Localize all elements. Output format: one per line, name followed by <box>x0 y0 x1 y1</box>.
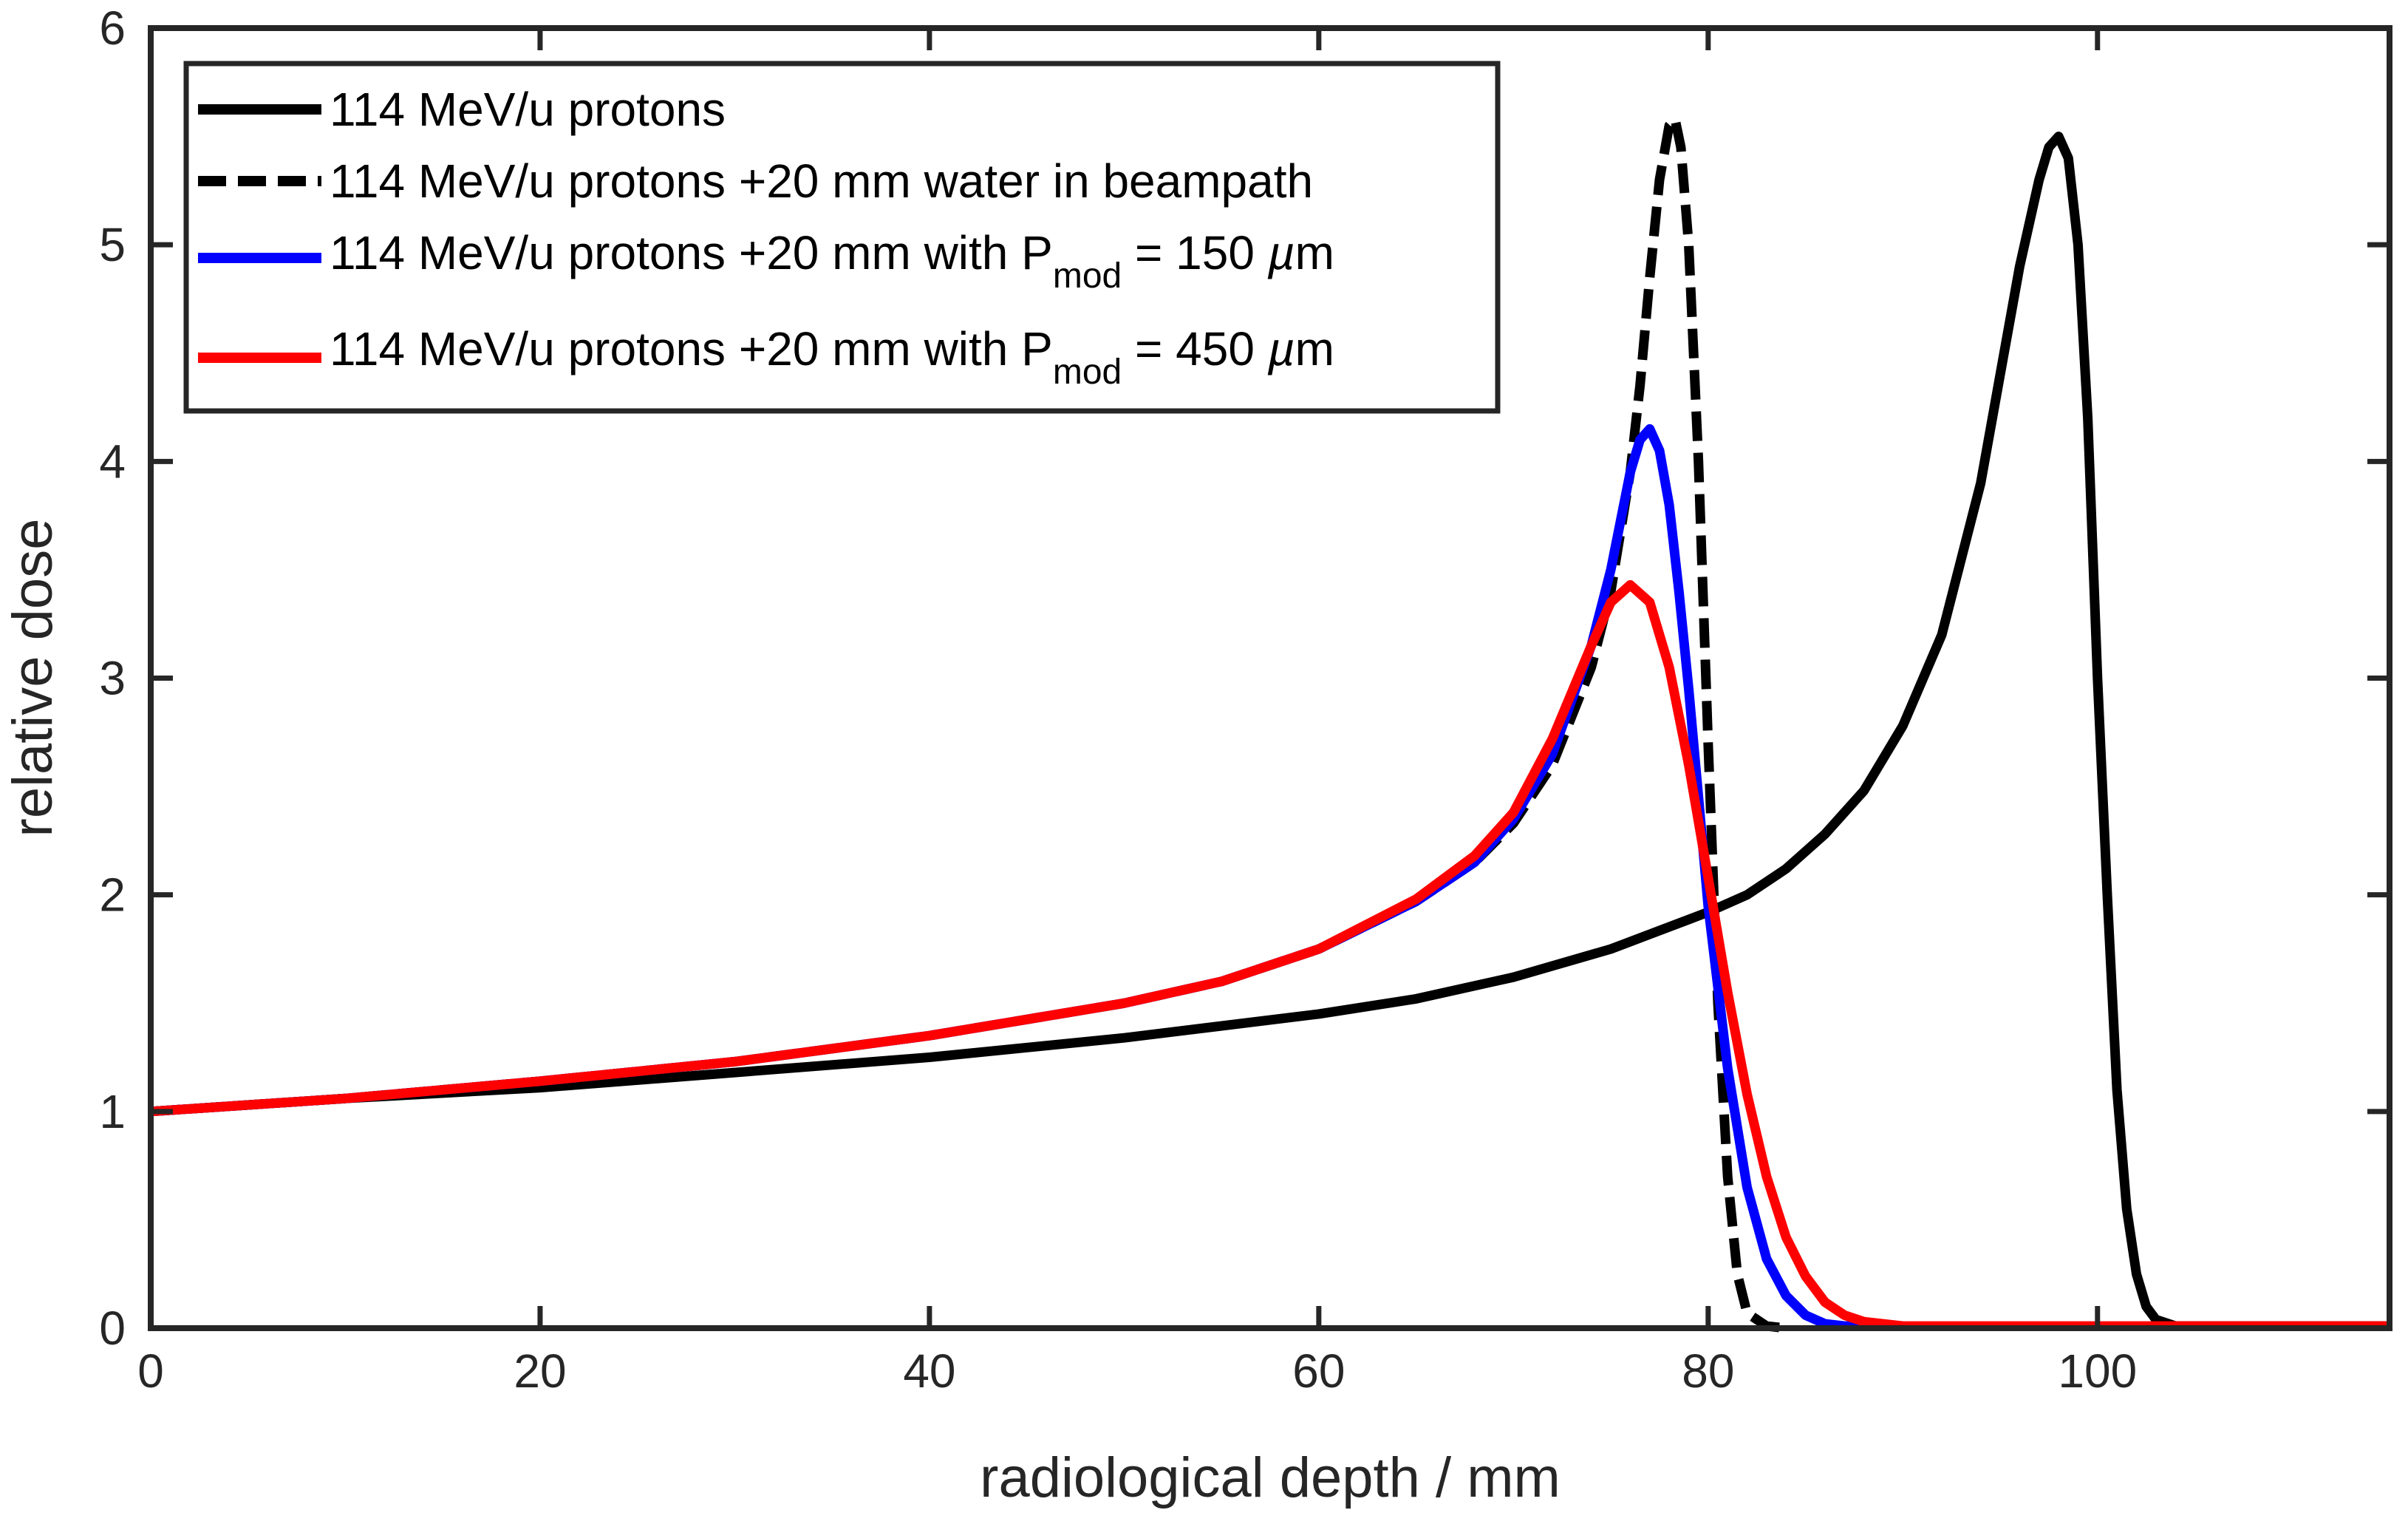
legend-entry-1: 114 MeV/u protons <box>330 83 726 136</box>
legend-entry-3: 114 MeV/u protons +20 mm with Pmod = 150… <box>330 226 1334 296</box>
legend-entry-4-sub: mod <box>1053 353 1122 392</box>
legend-entry-3-sub: mod <box>1053 256 1122 296</box>
plot-axes-box <box>148 25 2392 1331</box>
y-tick-label-6: 6 <box>99 1 126 55</box>
y-tick-label-0: 0 <box>99 1302 126 1355</box>
x-tick-label-2: 40 <box>903 1344 955 1398</box>
x-tick-label-4: 80 <box>1682 1344 1734 1398</box>
legend-entry-3-greek: µ <box>1267 226 1295 279</box>
legend-entry-2: 114 MeV/u protons +20 mm water in beampa… <box>330 154 1313 208</box>
series-layer <box>150 114 2390 1333</box>
x-axis-label: radiological depth / mm <box>980 1446 1561 1509</box>
tick-labels-layer: 0 20 40 60 80 100 0 1 2 3 4 5 6 <box>99 1 2137 1398</box>
legend-entry-4: 114 MeV/u protons +20 mm with Pmod = 450… <box>330 322 1334 392</box>
y-axis-label: relative dose <box>1 519 64 837</box>
legend-entry-4-main: 114 MeV/u protons +20 mm with P <box>330 322 1053 375</box>
y-tick-label-5: 5 <box>99 218 126 271</box>
legend: 114 MeV/u protons 114 MeV/u protons +20 … <box>183 61 1501 414</box>
legend-entry-3-tail: = 150 <box>1122 226 1268 279</box>
legend-entry-3-unit: m <box>1295 226 1334 279</box>
y-tick-label-1: 1 <box>99 1085 126 1138</box>
legend-box <box>183 61 1501 414</box>
legend-entry-3-main: 114 MeV/u protons +20 mm with P <box>330 226 1053 279</box>
series-line-4 <box>150 579 2390 1331</box>
x-tick-label-0: 0 <box>137 1344 164 1398</box>
x-tick-label-1: 20 <box>514 1344 566 1398</box>
x-tick-label-5: 100 <box>2058 1344 2137 1398</box>
series-line-1 <box>150 132 2390 1331</box>
y-tick-label-4: 4 <box>99 435 126 488</box>
legend-entry-4-unit: m <box>1295 322 1334 375</box>
y-tick-label-2: 2 <box>99 868 126 922</box>
x-tick-label-3: 60 <box>1292 1344 1345 1398</box>
legend-entry-4-tail: = 450 <box>1122 322 1268 375</box>
legend-entry-4-greek: µ <box>1267 322 1295 375</box>
y-tick-label-3: 3 <box>99 652 126 705</box>
